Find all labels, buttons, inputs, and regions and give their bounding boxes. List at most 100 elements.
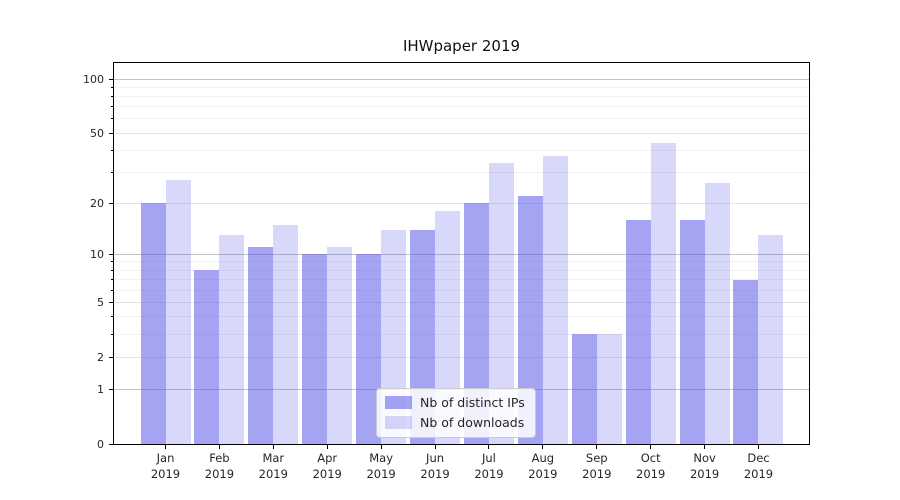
xtick-year: 2019 <box>582 466 612 481</box>
gridline-y-8 <box>114 269 809 271</box>
ytick-minor-mark-9 <box>110 261 113 263</box>
xtick-year: 2019 <box>689 466 720 481</box>
gridline-y-70 <box>114 106 809 108</box>
xtick-label-mar: Mar 2019 <box>241 451 305 482</box>
ytick-label-5: 5 <box>97 295 104 309</box>
bar-ips-feb <box>194 270 220 444</box>
xtick-mark-aug <box>542 445 544 449</box>
xtick-label-may: May 2019 <box>349 451 413 482</box>
gridline-y-40 <box>114 149 809 151</box>
gridline-y-2 <box>114 356 809 358</box>
ytick-minor-mark-80 <box>110 95 113 97</box>
ytick-mark-1 <box>109 388 113 390</box>
gridline-y-20 <box>114 202 809 204</box>
xtick-mark-apr <box>326 445 328 449</box>
ytick-mark-50 <box>109 132 113 134</box>
xtick-mark-jul <box>488 445 490 449</box>
bar-downloads-sep <box>596 334 622 444</box>
xtick-year: 2019 <box>636 466 666 481</box>
xtick-year: 2019 <box>528 466 558 481</box>
xtick-label-aug: Aug 2019 <box>511 451 575 482</box>
xtick-month: Aug <box>531 451 555 465</box>
bar-downloads-apr <box>327 247 353 444</box>
xtick-month: Oct <box>640 451 661 465</box>
ytick-minor-mark-4 <box>110 316 113 318</box>
xtick-month: Jul <box>482 451 496 465</box>
xtick-label-jul: Jul 2019 <box>457 451 521 482</box>
legend-item-label: Nb of distinct IPs <box>420 395 525 410</box>
plot-area <box>113 62 810 445</box>
ytick-label-10: 10 <box>90 247 104 261</box>
ytick-label-20: 20 <box>90 196 104 210</box>
xtick-mark-feb <box>218 445 220 449</box>
ytick-minor-mark-90 <box>110 86 113 88</box>
xtick-year: 2019 <box>258 466 288 481</box>
ytick-label-2: 2 <box>97 350 104 364</box>
bar-downloads-dec <box>758 235 784 444</box>
xtick-label-jan: Jan 2019 <box>134 451 198 482</box>
gridline-y-9 <box>114 261 809 263</box>
xtick-month: Jun <box>426 451 445 465</box>
ytick-minor-mark-7 <box>110 279 113 281</box>
xtick-month: Dec <box>747 451 770 465</box>
ytick-minor-mark-6 <box>110 289 113 291</box>
ytick-mark-5 <box>109 301 113 303</box>
gridline-y-7 <box>114 279 809 281</box>
bar-ips-apr <box>302 254 328 444</box>
bar-downloads-nov <box>704 183 730 444</box>
bar-ips-oct <box>625 219 651 444</box>
xtick-year: 2019 <box>474 466 504 481</box>
gridline-y-90 <box>114 86 809 88</box>
xtick-label-jun: Jun 2019 <box>403 451 467 482</box>
bar-ips-sep <box>571 334 597 444</box>
xtick-month: Sep <box>585 451 608 465</box>
gridline-y-4 <box>114 316 809 318</box>
xtick-year: 2019 <box>420 466 450 481</box>
bar-ips-dec <box>733 279 759 444</box>
xtick-year: 2019 <box>312 466 342 481</box>
xtick-mark-may <box>380 445 382 449</box>
xtick-label-feb: Feb 2019 <box>187 451 251 482</box>
gridline-y-10 <box>114 253 809 255</box>
ytick-mark-0 <box>109 443 113 445</box>
legend: Nb of distinct IPs Nb of downloads <box>376 388 536 438</box>
xtick-mark-mar <box>272 445 274 449</box>
ytick-label-0: 0 <box>97 437 104 451</box>
gridline-y-100 <box>114 78 809 80</box>
xtick-month: Nov <box>693 451 716 465</box>
chart-title: IHWpaper 2019 <box>402 37 521 55</box>
ytick-label-50: 50 <box>90 126 104 140</box>
bar-downloads-mar <box>273 224 299 444</box>
ytick-label-1: 1 <box>97 382 104 396</box>
gridline-y-30 <box>114 171 809 173</box>
ytick-minor-mark-40 <box>110 149 113 151</box>
ytick-minor-mark-3 <box>110 333 113 335</box>
xtick-label-oct: Oct 2019 <box>619 451 683 482</box>
legend-swatch-downloads <box>385 416 412 429</box>
legend-item-label: Nb of downloads <box>420 415 525 430</box>
xtick-label-dec: Dec 2019 <box>726 451 790 482</box>
ytick-minor-mark-30 <box>110 171 113 173</box>
bar-ips-jan <box>140 203 166 444</box>
xtick-label-sep: Sep 2019 <box>565 451 629 482</box>
xtick-mark-jun <box>434 445 436 449</box>
gridline-y-6 <box>114 289 809 291</box>
xtick-month: Mar <box>262 451 285 465</box>
xtick-label-apr: Apr 2019 <box>295 451 359 482</box>
ytick-mark-2 <box>109 356 113 358</box>
xtick-month: May <box>369 451 394 465</box>
ytick-label-100: 100 <box>83 72 104 86</box>
bar-downloads-oct <box>650 142 676 444</box>
xtick-year: 2019 <box>204 466 235 481</box>
legend-item-downloads: Nb of downloads <box>385 415 525 430</box>
legend-item-ips: Nb of distinct IPs <box>385 395 525 410</box>
bar-downloads-feb <box>219 235 245 444</box>
gridline-y-5 <box>114 301 809 303</box>
xtick-month: Jan <box>156 451 175 465</box>
ytick-minor-mark-8 <box>110 269 113 271</box>
gridline-y-3 <box>114 333 809 335</box>
gridline-y-80 <box>114 95 809 97</box>
ytick-mark-20 <box>109 202 113 204</box>
xtick-mark-sep <box>596 445 598 449</box>
